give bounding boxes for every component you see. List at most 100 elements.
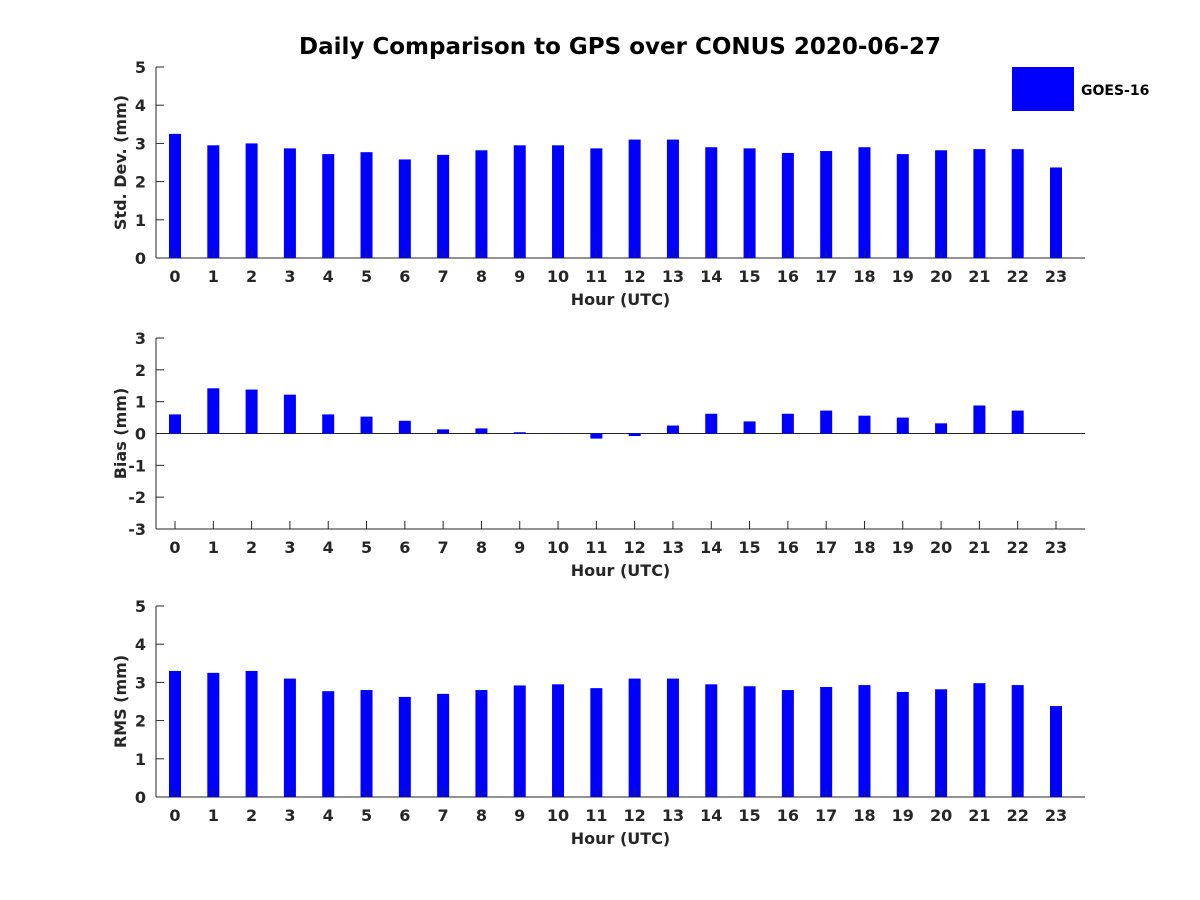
x-tick-label-rms: 14 xyxy=(700,806,722,825)
bar-rms-hour-3 xyxy=(283,678,296,797)
bar-rms-hour-2 xyxy=(245,670,258,797)
bar-std-dev-hour-5 xyxy=(360,152,373,258)
x-tick-label-rms: 11 xyxy=(585,806,607,825)
x-tick-label-std-dev: 19 xyxy=(892,267,914,286)
x-tick-label-std-dev: 7 xyxy=(438,267,449,286)
bar-rms-hour-14 xyxy=(705,684,718,797)
x-tick-label-std-dev: 2 xyxy=(246,267,257,286)
bar-bias-hour-2 xyxy=(245,389,258,434)
x-tick-label-std-dev: 23 xyxy=(1045,267,1067,286)
bar-bias-hour-17 xyxy=(820,410,833,434)
bar-std-dev-hour-13 xyxy=(666,139,679,258)
y-tick-label-std-dev: 2 xyxy=(135,173,146,192)
bar-bias-hour-22 xyxy=(1011,410,1024,434)
legend-swatch-goes-16 xyxy=(1012,67,1074,111)
x-tick-label-std-dev: 16 xyxy=(777,267,799,286)
bar-bias-hour-14 xyxy=(705,413,718,434)
bar-bias-hour-21 xyxy=(973,405,986,434)
x-tick-label-bias: 14 xyxy=(700,538,722,557)
x-tick-label-std-dev: 8 xyxy=(476,267,487,286)
x-tick-label-bias: 1 xyxy=(208,538,219,557)
bar-rms-hour-13 xyxy=(666,678,679,797)
bar-std-dev-hour-14 xyxy=(705,147,718,258)
y-tick-label-std-dev: 5 xyxy=(135,58,146,77)
x-tick-label-rms: 10 xyxy=(547,806,569,825)
y-tick-label-std-dev: 0 xyxy=(135,249,146,268)
x-tick-label-std-dev: 22 xyxy=(1007,267,1029,286)
y-tick-label-bias: -3 xyxy=(128,520,146,539)
x-tick-label-bias: 9 xyxy=(514,538,525,557)
bar-bias-hour-6 xyxy=(398,420,411,434)
x-tick-label-rms: 5 xyxy=(361,806,372,825)
bar-std-dev-hour-7 xyxy=(437,154,450,258)
y-tick-label-bias: -1 xyxy=(128,456,146,475)
x-tick-label-rms: 9 xyxy=(514,806,525,825)
bar-bias-hour-1 xyxy=(207,388,220,434)
x-tick-label-std-dev: 11 xyxy=(585,267,607,286)
x-tick-label-std-dev: 9 xyxy=(514,267,525,286)
x-tick-label-rms: 0 xyxy=(169,806,180,825)
bar-rms-hour-11 xyxy=(590,688,603,797)
x-tick-label-bias: 3 xyxy=(284,538,295,557)
x-tick-label-std-dev: 6 xyxy=(399,267,410,286)
x-tick-label-bias: 15 xyxy=(738,538,760,557)
bar-bias-hour-0 xyxy=(169,414,181,434)
bar-bias-hour-7 xyxy=(437,429,450,434)
bar-rms-hour-19 xyxy=(896,691,909,797)
x-tick-label-bias: 20 xyxy=(930,538,952,557)
bar-bias-hour-18 xyxy=(858,415,871,434)
x-tick-label-std-dev: 17 xyxy=(815,267,837,286)
bar-rms-hour-23 xyxy=(1050,706,1062,797)
y-tick-label-std-dev: 4 xyxy=(135,96,146,115)
bar-std-dev-hour-21 xyxy=(973,149,986,258)
y-tick-label-bias: 2 xyxy=(135,361,146,380)
x-tick-label-bias: 23 xyxy=(1045,538,1067,557)
bar-bias-hour-3 xyxy=(283,394,296,434)
bar-rms-hour-7 xyxy=(437,693,450,797)
bar-rms-hour-1 xyxy=(207,672,220,797)
bar-std-dev-hour-23 xyxy=(1050,167,1062,258)
y-tick-label-rms: 2 xyxy=(135,712,146,731)
bar-rms-hour-12 xyxy=(628,678,641,797)
x-tick-label-rms: 21 xyxy=(968,806,990,825)
bar-rms-hour-21 xyxy=(973,683,986,797)
bar-std-dev-hour-19 xyxy=(896,154,909,258)
x-tick-label-std-dev: 18 xyxy=(853,267,875,286)
y-axis-label-bias: Bias (mm) xyxy=(111,388,130,480)
x-tick-label-rms: 4 xyxy=(323,806,334,825)
x-tick-label-bias: 17 xyxy=(815,538,837,557)
x-tick-label-bias: 12 xyxy=(624,538,646,557)
x-tick-label-rms: 7 xyxy=(438,806,449,825)
bar-bias-hour-5 xyxy=(360,416,373,434)
y-tick-label-rms: 3 xyxy=(135,673,146,692)
bar-rms-hour-20 xyxy=(935,689,948,797)
y-tick-label-bias: 3 xyxy=(135,329,146,348)
y-tick-label-rms: 1 xyxy=(135,750,146,769)
bar-std-dev-hour-18 xyxy=(858,147,871,258)
x-axis-label-std-dev: Hour (UTC) xyxy=(571,290,671,309)
bar-rms-hour-17 xyxy=(820,686,833,797)
x-tick-label-rms: 15 xyxy=(738,806,760,825)
y-tick-label-bias: 1 xyxy=(135,393,146,412)
x-tick-label-rms: 1 xyxy=(208,806,219,825)
y-tick-label-rms: 4 xyxy=(135,635,146,654)
chart-title: Daily Comparison to GPS over CONUS 2020-… xyxy=(299,34,941,60)
x-tick-label-bias: 10 xyxy=(547,538,569,557)
bar-std-dev-hour-3 xyxy=(283,148,296,258)
bar-bias-hour-4 xyxy=(322,414,335,434)
bar-bias-hour-12 xyxy=(628,433,641,437)
x-tick-label-rms: 17 xyxy=(815,806,837,825)
bar-bias-hour-13 xyxy=(666,425,679,434)
x-tick-label-std-dev: 14 xyxy=(700,267,722,286)
x-tick-label-bias: 11 xyxy=(585,538,607,557)
x-tick-label-std-dev: 4 xyxy=(323,267,334,286)
y-axis-label-std-dev: Std. Dev. (mm) xyxy=(111,95,130,230)
bar-std-dev-hour-8 xyxy=(475,150,488,258)
x-tick-label-std-dev: 10 xyxy=(547,267,569,286)
bar-rms-hour-16 xyxy=(781,690,794,797)
x-tick-label-rms: 16 xyxy=(777,806,799,825)
x-tick-label-rms: 19 xyxy=(892,806,914,825)
x-tick-label-std-dev: 13 xyxy=(662,267,684,286)
